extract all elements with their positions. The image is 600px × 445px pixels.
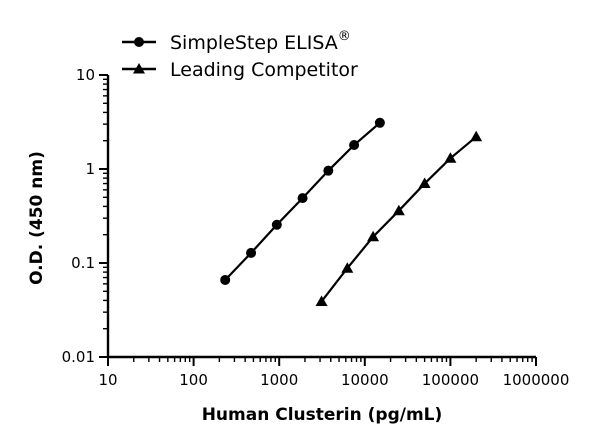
y-tick-label: 0.01 xyxy=(62,348,95,366)
x-axis-title: Human Clusterin (pg/mL) xyxy=(202,405,443,425)
data-point-triangle xyxy=(367,230,380,242)
data-point-circle xyxy=(323,165,334,176)
x-tick-label: 1000000 xyxy=(503,371,570,389)
series-0 xyxy=(220,117,385,285)
axes: 0.01 0.1 1 10 10 100 1000 10000 100000 1000000 xyxy=(62,66,570,389)
x-tick-label: 100000 xyxy=(422,371,479,389)
data-point-triangle xyxy=(315,295,328,306)
legend-label-text: SimpleStep ELISA xyxy=(170,32,338,54)
data-point-triangle xyxy=(444,152,457,163)
legend-label-text: Leading Competitor xyxy=(170,59,358,81)
x-tick-label: 10 xyxy=(98,371,117,389)
data-point-triangle xyxy=(341,262,354,273)
y-tick-label: 10 xyxy=(76,66,95,84)
legend-label-superscript: ® xyxy=(338,29,351,44)
data-point-circle xyxy=(297,193,308,204)
data-point-triangle xyxy=(418,177,431,189)
data-point-circle xyxy=(349,140,360,151)
series-layer xyxy=(220,117,483,306)
legend-marker xyxy=(133,63,145,74)
data-point-circle xyxy=(271,219,282,230)
y-tick-label: 0.1 xyxy=(71,254,95,272)
legend: SimpleStep ELISA® Leading Competitor xyxy=(122,29,358,81)
data-point-circle xyxy=(246,247,257,258)
data-point-triangle xyxy=(392,204,405,216)
legend-label: SimpleStep ELISA® xyxy=(170,29,351,54)
data-point-circle xyxy=(374,117,385,128)
x-tick-label: 1000 xyxy=(260,371,298,389)
data-point-circle xyxy=(220,274,231,285)
legend-marker xyxy=(134,37,144,47)
data-point-triangle xyxy=(470,130,483,142)
x-tick-label: 100 xyxy=(179,371,208,389)
legend-item: Leading Competitor xyxy=(122,59,358,81)
y-axis-title: O.D. (450 nm) xyxy=(27,151,47,285)
x-tick-label: 10000 xyxy=(341,371,389,389)
legend-label: Leading Competitor xyxy=(170,59,358,81)
y-tick-label: 1 xyxy=(85,160,95,178)
series-1 xyxy=(315,130,483,306)
legend-item: SimpleStep ELISA® xyxy=(122,29,351,54)
